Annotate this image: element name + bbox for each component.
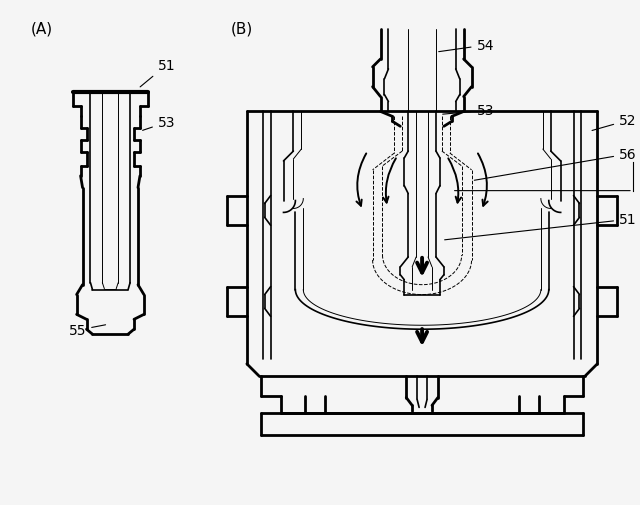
- Text: 54: 54: [438, 39, 494, 53]
- Text: 51: 51: [445, 213, 637, 240]
- Text: 52: 52: [592, 114, 637, 131]
- Text: (B): (B): [231, 21, 253, 36]
- Text: (A): (A): [31, 21, 53, 36]
- Text: 56: 56: [474, 147, 637, 181]
- Text: 51: 51: [140, 59, 175, 88]
- Text: 53: 53: [443, 104, 494, 118]
- Text: 55: 55: [68, 324, 106, 337]
- Text: 53: 53: [143, 116, 175, 131]
